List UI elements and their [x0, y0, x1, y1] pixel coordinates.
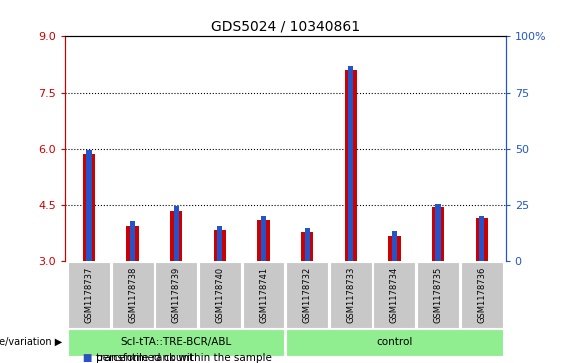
Bar	[214, 230, 226, 261]
Text: genotype/variation ▶: genotype/variation ▶	[0, 337, 62, 347]
Bar	[373, 262, 415, 328]
Bar	[258, 220, 270, 261]
Text: GSM1178733: GSM1178733	[346, 267, 355, 323]
Bar	[199, 262, 241, 328]
Bar	[68, 262, 110, 328]
Text: control: control	[376, 337, 412, 347]
Bar	[127, 226, 139, 261]
Bar	[83, 155, 95, 261]
Text: GSM1178732: GSM1178732	[303, 267, 312, 323]
Bar	[173, 206, 179, 261]
Bar	[155, 262, 197, 328]
Bar	[242, 262, 284, 328]
Bar	[170, 211, 182, 261]
Text: GSM1178736: GSM1178736	[477, 267, 486, 323]
Bar	[348, 66, 353, 261]
Bar	[86, 150, 92, 261]
Bar	[479, 216, 484, 261]
Text: percentile rank within the sample: percentile rank within the sample	[96, 353, 272, 363]
Bar	[305, 228, 310, 261]
Bar	[286, 262, 328, 328]
Bar	[392, 231, 397, 261]
Text: GSM1178740: GSM1178740	[215, 267, 224, 323]
Text: GSM1178735: GSM1178735	[433, 267, 442, 323]
Bar	[286, 329, 503, 356]
Bar	[417, 262, 459, 328]
Bar	[432, 207, 444, 261]
Bar	[460, 262, 503, 328]
Text: GSM1178739: GSM1178739	[172, 267, 181, 323]
Bar	[218, 226, 223, 261]
Bar	[301, 232, 313, 261]
Bar	[436, 204, 441, 261]
Text: ■: ■	[82, 353, 91, 363]
Text: ■: ■	[82, 353, 91, 363]
Text: GSM1178734: GSM1178734	[390, 267, 399, 323]
Bar	[68, 329, 284, 356]
Title: GDS5024 / 10340861: GDS5024 / 10340861	[211, 20, 360, 34]
Bar	[476, 218, 488, 261]
Text: transformed count: transformed count	[96, 353, 193, 363]
Bar	[130, 221, 135, 261]
Text: Scl-tTA::TRE-BCR/ABL: Scl-tTA::TRE-BCR/ABL	[120, 337, 232, 347]
Bar	[330, 262, 372, 328]
Bar	[112, 262, 154, 328]
Bar	[345, 70, 357, 261]
Text: GSM1178737: GSM1178737	[85, 267, 93, 323]
Bar	[388, 236, 401, 261]
Bar	[261, 216, 266, 261]
Text: GSM1178738: GSM1178738	[128, 267, 137, 323]
Text: GSM1178741: GSM1178741	[259, 267, 268, 323]
